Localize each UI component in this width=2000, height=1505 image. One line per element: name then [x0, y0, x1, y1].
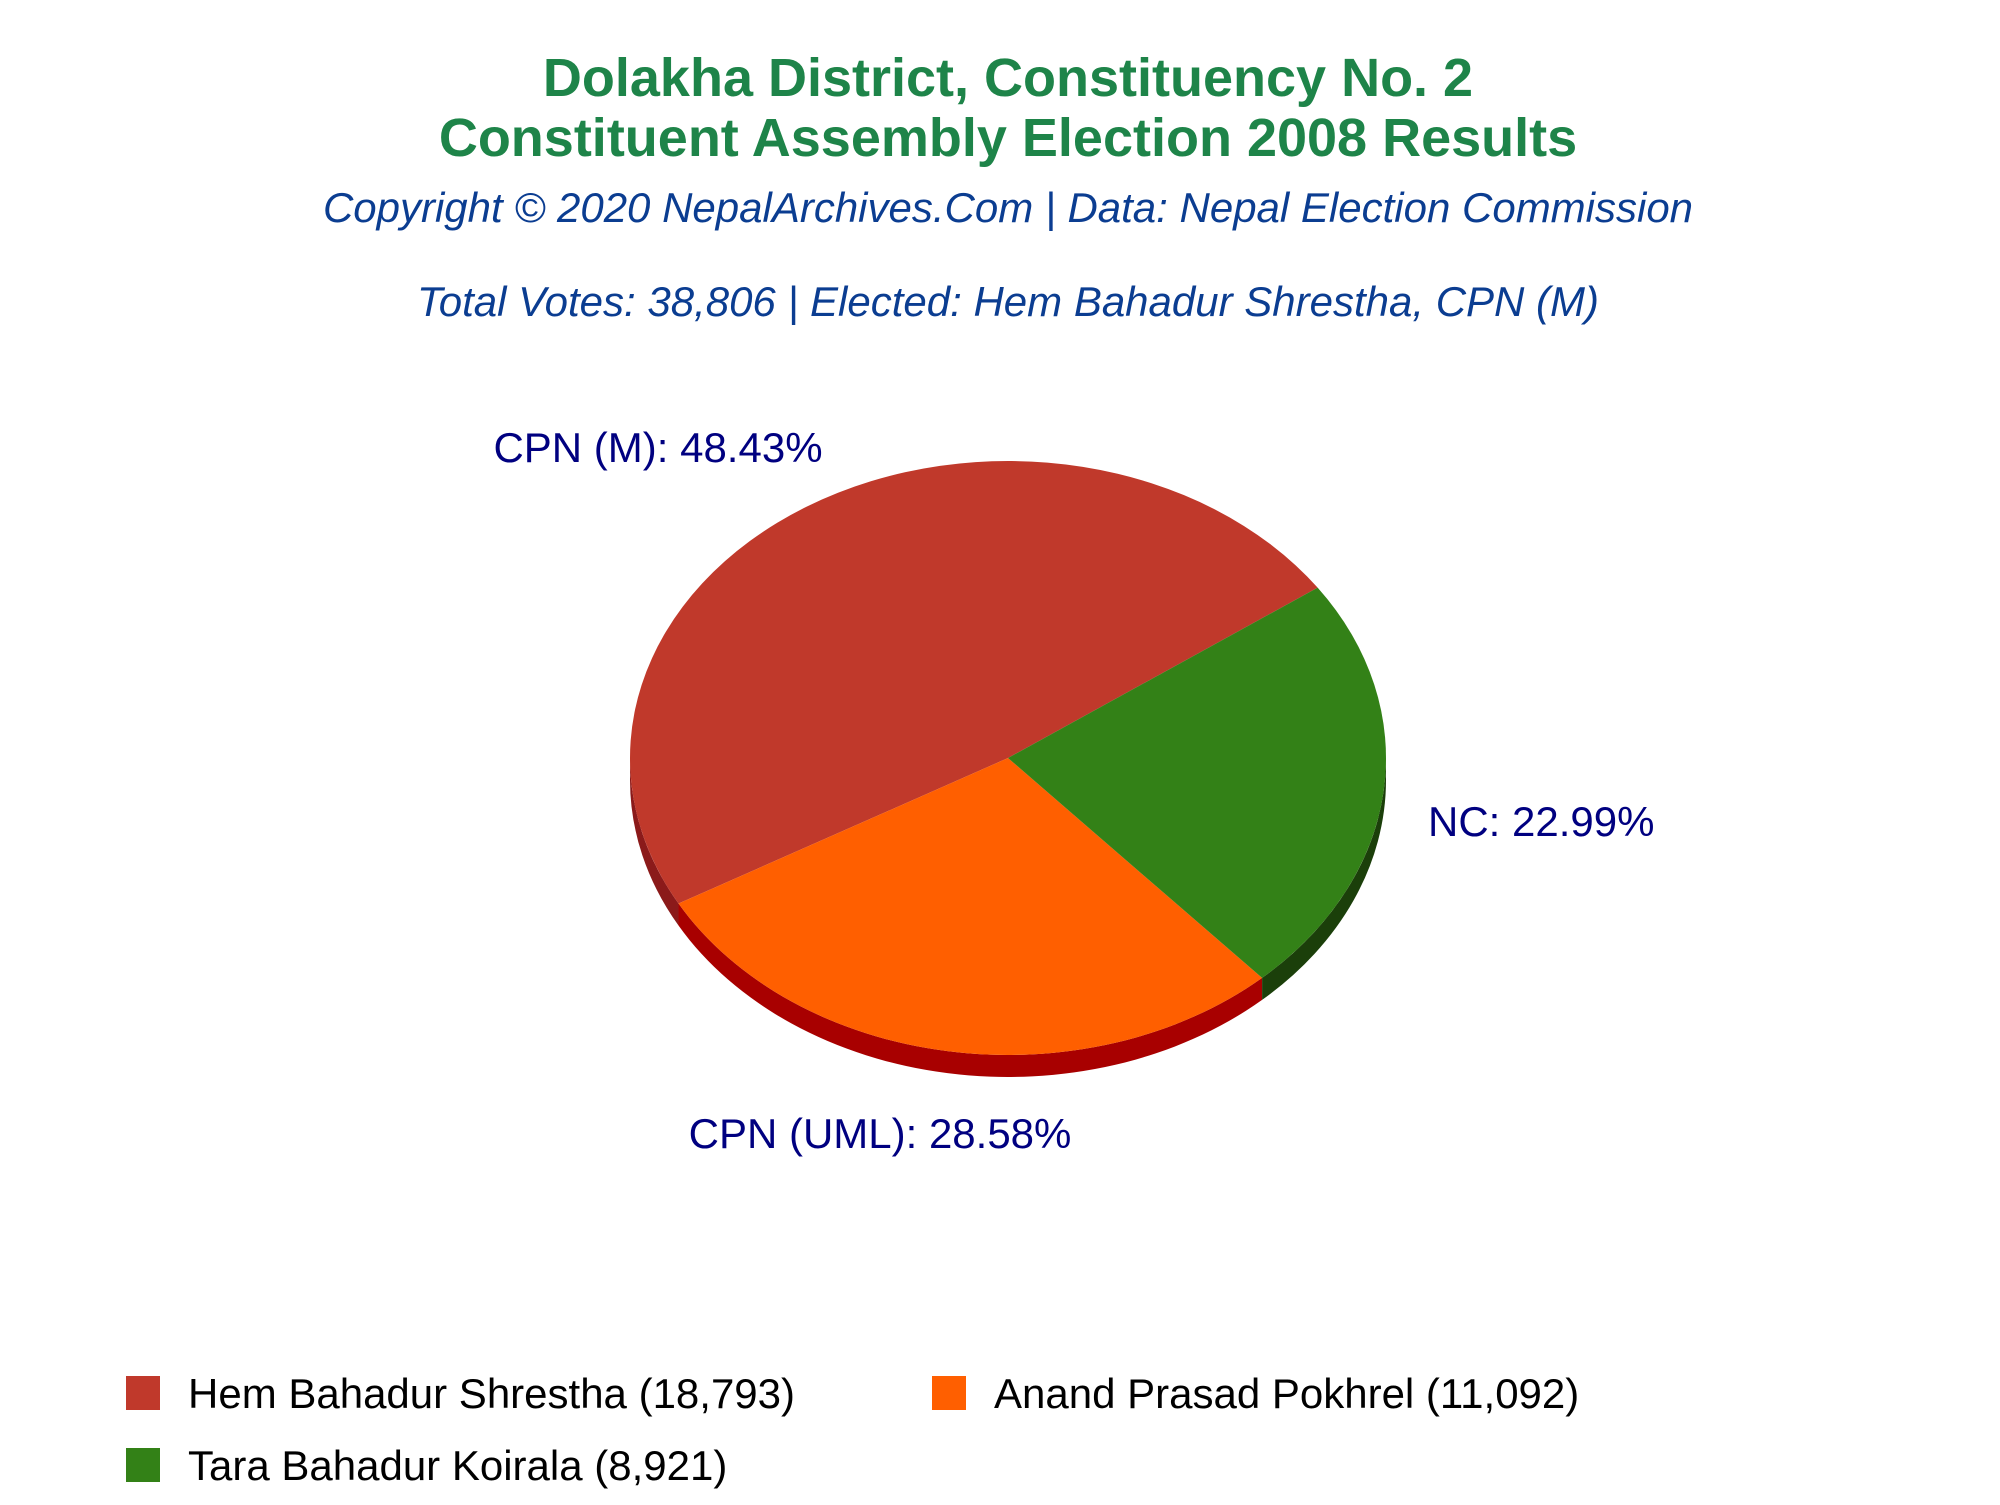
legend-swatch-1	[932, 1376, 966, 1410]
pie-side-1	[678, 903, 1263, 1077]
pie-slice-cpn-uml	[678, 758, 1263, 1055]
legend-item-2: Tara Bahadur Koirala (8,921)	[126, 1442, 727, 1489]
legend: Hem Bahadur Shrestha (18,793) Anand Prasa…	[126, 1370, 1579, 1489]
legend-swatch-0	[126, 1376, 160, 1410]
legend-label-1: Anand Prasad Pokhrel (11,092)	[994, 1370, 1579, 1417]
legend-label-2: Tara Bahadur Koirala (8,921)	[188, 1442, 727, 1489]
pie-side-0	[630, 758, 679, 926]
chart-title-line2: Constituent Assembly Election 2008 Resul…	[439, 108, 1577, 168]
pie-slice-cpn-m	[630, 461, 1318, 904]
chart-title: Dolakha District, Constituency No. 2	[543, 48, 1473, 108]
slice-label-2: NC: 22.99%	[1428, 798, 1654, 845]
chart-subtitle: Copyright © 2020 NepalArchives.Com | Dat…	[323, 184, 1693, 232]
pie-depth	[630, 758, 1386, 1077]
chart-info: Total Votes: 38,806 | Elected: Hem Bahad…	[417, 278, 1599, 326]
pie-slice-nc	[1008, 587, 1386, 978]
legend-label-0: Hem Bahadur Shrestha (18,793)	[188, 1370, 795, 1417]
pie-slices	[630, 461, 1386, 1055]
pie-side-2	[1262, 758, 1386, 1000]
pie-labels: CPN (M): 48.43% CPN (UML): 28.58% NC: 22.9…	[493, 424, 1654, 1157]
slice-label-0: CPN (M): 48.43%	[493, 424, 822, 471]
slice-label-1: CPN (UML): 28.58%	[689, 1110, 1072, 1157]
legend-item-0: Hem Bahadur Shrestha (18,793)	[126, 1370, 795, 1417]
legend-item-1: Anand Prasad Pokhrel (11,092)	[932, 1370, 1579, 1417]
legend-swatch-2	[126, 1448, 160, 1482]
